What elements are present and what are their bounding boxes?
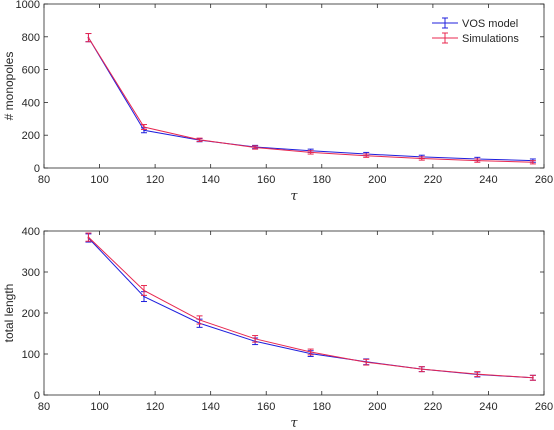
y-tick-label: 0 [34, 390, 40, 402]
x-tick-label: 140 [201, 174, 219, 186]
data-point [87, 236, 90, 238]
y-tick-label: 600 [22, 65, 40, 77]
data-point [309, 351, 312, 353]
series-simulations [85, 33, 536, 165]
x-tick-label: 260 [535, 174, 553, 186]
y-tick-label: 300 [22, 267, 40, 279]
x-tick-label: 200 [368, 401, 386, 413]
data-point [143, 126, 145, 128]
data-point [198, 138, 201, 141]
x-tick-label: 100 [90, 401, 108, 413]
y-tick-label: 0 [34, 163, 40, 175]
x-tick-label: 180 [313, 401, 331, 413]
x-tick-label: 160 [257, 174, 275, 186]
y-axis-label: # monopoles [2, 52, 16, 121]
data-point [476, 373, 479, 375]
data-point [365, 154, 368, 157]
chart-1: 80 100 120 140 160 180 200 220 240 260 0 200 400 600 8… [2, 0, 553, 204]
data-point [254, 146, 256, 149]
x-tick-label: 80 [38, 401, 50, 413]
x-tick-label: 240 [479, 401, 497, 413]
y-tick-label: 400 [22, 97, 40, 109]
x-tick-label: 200 [368, 174, 386, 186]
y-tick-label: 800 [22, 32, 40, 44]
data-point [532, 376, 534, 379]
series-vos-model [85, 233, 536, 381]
data-point [87, 36, 90, 39]
data-point [143, 289, 145, 292]
x-tick-label: 100 [90, 174, 108, 186]
x-tick-label: 120 [146, 174, 164, 186]
y-tick-label: 200 [22, 130, 40, 142]
plot-frame [43, 3, 545, 169]
series-line [88, 37, 533, 162]
legend-label: VOS model [462, 18, 518, 30]
x-axis-label: τ [290, 189, 298, 204]
y-tick-label: 400 [22, 226, 40, 238]
x-tick-label: 220 [424, 174, 442, 186]
series-simulations [85, 232, 536, 381]
data-point [420, 368, 423, 370]
series-line [88, 37, 533, 163]
data-point [143, 295, 145, 298]
y-tick-label: 200 [22, 308, 40, 320]
data-point [365, 361, 368, 364]
data-point [254, 338, 256, 340]
x-tick-label: 120 [146, 401, 164, 413]
data-point [532, 161, 534, 164]
x-axis-label: τ [290, 416, 298, 430]
data-point [198, 319, 201, 321]
y-axis-label: total length [2, 284, 16, 343]
y-tick-label: 100 [22, 349, 40, 361]
x-tick-label: 260 [535, 401, 553, 413]
x-tick-label: 180 [313, 174, 331, 186]
x-tick-label: 220 [424, 401, 442, 413]
legend: VOS model Simulations [432, 17, 519, 45]
series-vos-model [85, 33, 536, 163]
x-tick-label: 240 [479, 174, 497, 186]
plot-frame [43, 230, 545, 396]
x-tick-label: 140 [201, 401, 219, 413]
data-point [476, 159, 479, 162]
x-tick-label: 80 [38, 174, 50, 186]
legend-label: Simulations [462, 33, 519, 45]
data-point [420, 157, 423, 160]
chart-2: 80 100 120 140 160 180 200 220 240 260 0 100 200 300 4… [2, 226, 553, 430]
x-tick-label: 160 [257, 401, 275, 413]
data-point [309, 151, 312, 154]
y-tick-label: 1000 [16, 0, 40, 11]
